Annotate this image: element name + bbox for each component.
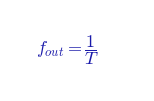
Text: $f_{out} = \dfrac{1}{T}$: $f_{out} = \dfrac{1}{T}$ xyxy=(36,34,99,67)
